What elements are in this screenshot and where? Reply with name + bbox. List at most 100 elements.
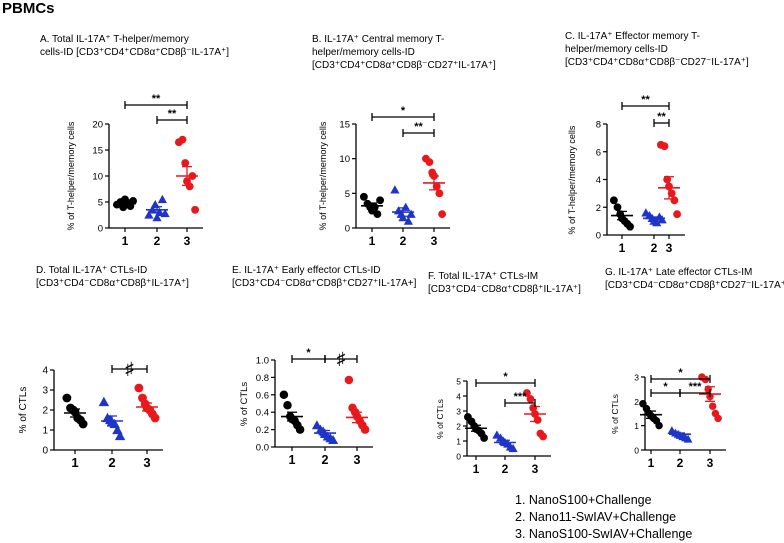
data-point <box>522 389 531 397</box>
x-tick-label: 2 <box>651 241 658 255</box>
x-tick-label: 1 <box>289 453 296 467</box>
data-point <box>376 196 385 205</box>
data-point <box>279 390 289 400</box>
panel-d-title: D. Total IL-17A⁺ CTLs-ID [CD3⁺CD4⁻CD8α⁺C… <box>36 264 189 290</box>
panel-c-title: C. IL-17A⁺ Effector memory T- helper/mem… <box>565 30 749 69</box>
data-point <box>406 209 416 218</box>
data-point <box>539 432 548 441</box>
panel-title-line: B. IL-17A⁺ Central memory T- <box>312 34 445 45</box>
significance-label: ** <box>152 93 161 105</box>
y-tick-label: 8 <box>596 120 601 131</box>
data-point <box>134 383 144 393</box>
significance-label: ** <box>414 121 423 133</box>
y-tick-label: 3 <box>456 407 461 417</box>
x-tick-label: 2 <box>502 462 509 476</box>
data-point <box>359 192 368 201</box>
panel-b-title: B. IL-17A⁺ Central memory T- helper/memo… <box>312 33 496 72</box>
x-tick-label: 1 <box>71 455 78 470</box>
data-point <box>655 421 663 430</box>
significance-label: ♯ <box>337 349 346 368</box>
x-tick-label: 1 <box>648 456 655 470</box>
data-point <box>62 393 72 403</box>
x-tick-label: 2 <box>154 234 161 248</box>
x-tick-label: 2 <box>322 453 329 467</box>
data-point <box>708 402 717 410</box>
significance-label: ** <box>641 94 650 106</box>
y-axis-label: % of CTLs <box>435 399 445 439</box>
panel-title-line: [CD3⁺CD4⁻CD8α⁺CD8β⁺CD27⁻IL-17A⁺] <box>605 280 784 291</box>
y-tick-label: 0 <box>456 452 461 462</box>
data-point <box>435 189 444 198</box>
panel-title-line: G. IL-17A⁺ Late effector CTLs-IM <box>605 267 753 278</box>
y-tick-label: 1 <box>42 426 48 437</box>
data-point <box>670 196 679 205</box>
y-tick-label: 1 <box>456 437 461 447</box>
x-tick-label: 2 <box>677 456 684 470</box>
y-tick-label: 2 <box>42 406 48 417</box>
data-point <box>613 203 622 212</box>
data-point <box>144 210 154 219</box>
legend-entry-1: 1. NanoS100+Challenge <box>515 493 652 507</box>
y-tick-label: 15 <box>339 120 350 131</box>
data-point <box>157 194 167 204</box>
x-tick-label: 1 <box>619 241 626 255</box>
data-point <box>160 208 170 218</box>
panel-d-plot: 0 1 2 3 4 % of CTLs 1 2 3 ♯ <box>18 359 163 470</box>
x-tick-label: 1 <box>122 234 129 248</box>
data-point <box>283 400 292 410</box>
data-point <box>344 375 354 385</box>
data-point <box>667 189 676 198</box>
panel-title-line: [CD3⁺CD4⁻CD8α⁺CD8β⁺IL-17A⁺] <box>428 284 581 295</box>
significance-label: * <box>306 347 311 359</box>
panel-title-line: E. IL-17A⁺ Early effector CTLs-ID <box>232 265 381 276</box>
y-axis-label: % of T-helper/memory cells <box>318 121 328 230</box>
panel-title-line: helper/memory cells-ID <box>312 47 415 58</box>
significance-label: ♯ <box>125 359 134 378</box>
data-point <box>98 396 110 407</box>
legend-entry-2: 2. Nano11-SwIAV+Challenge <box>515 510 677 524</box>
y-tick-label: 20 <box>92 120 103 131</box>
data-point <box>438 210 447 219</box>
data-point <box>683 434 693 443</box>
y-tick-label: 0.2 <box>256 425 269 436</box>
y-tick-label: 0.6 <box>256 390 269 401</box>
data-point <box>714 414 722 423</box>
y-axis-label: % of CTLs <box>18 387 29 434</box>
y-tick-label: 0.8 <box>256 373 269 384</box>
data-point <box>652 217 662 227</box>
panel-a-title: A. Total IL-17A⁺ T-helper/memory cells-I… <box>40 33 229 59</box>
data-point <box>114 430 126 441</box>
y-tick-label: 5 <box>456 377 461 387</box>
y-tick-label: 4 <box>456 392 461 402</box>
y-tick-label: 1.0 <box>256 356 269 367</box>
data-point <box>508 443 518 453</box>
data-point <box>373 210 382 219</box>
y-tick-label: 2 <box>634 397 639 407</box>
data-point <box>78 419 88 429</box>
panel-g-title: G. IL-17A⁺ Late effector CTLs-IM [CD3⁺CD… <box>605 266 784 292</box>
y-tick-label: 3 <box>42 386 48 397</box>
data-point <box>181 159 190 167</box>
y-tick-label: 5 <box>345 189 350 200</box>
panel-title-line: [CD3⁺CD4⁻CD8α⁺CD8β⁺CD27⁺IL-17A+] <box>232 278 417 289</box>
y-tick-label: 10 <box>339 154 350 165</box>
y-tick-label: 0.0 <box>256 443 269 454</box>
data-point <box>155 207 165 217</box>
panel-title-line: helper/memory cells-ID <box>565 44 668 55</box>
y-tick-label: 0 <box>634 446 639 456</box>
panel-title-line: [CD3⁺CD4⁺CD8α⁺CD8β⁻CD27⁻IL-17A⁺] <box>565 57 749 68</box>
panel-e-plot: 0.0 0.2 0.4 0.6 0.8 1.0 % of CTLs 1 2 3 * ♯ <box>239 347 373 467</box>
figure-heading: PBMCs <box>2 0 55 17</box>
y-tick-label: 0 <box>98 224 103 235</box>
panel-title-line: [CD3⁺CD4⁻CD8α⁺CD8β⁺IL-17A⁺] <box>36 278 189 289</box>
y-tick-label: 5 <box>98 198 103 209</box>
x-tick-label: 1 <box>369 234 376 248</box>
data-point <box>390 185 400 194</box>
panel-title-line: A. Total IL-17A⁺ T-helper/memory <box>40 34 189 45</box>
x-tick-label: 1 <box>473 462 480 476</box>
x-tick-label: 3 <box>184 234 191 248</box>
